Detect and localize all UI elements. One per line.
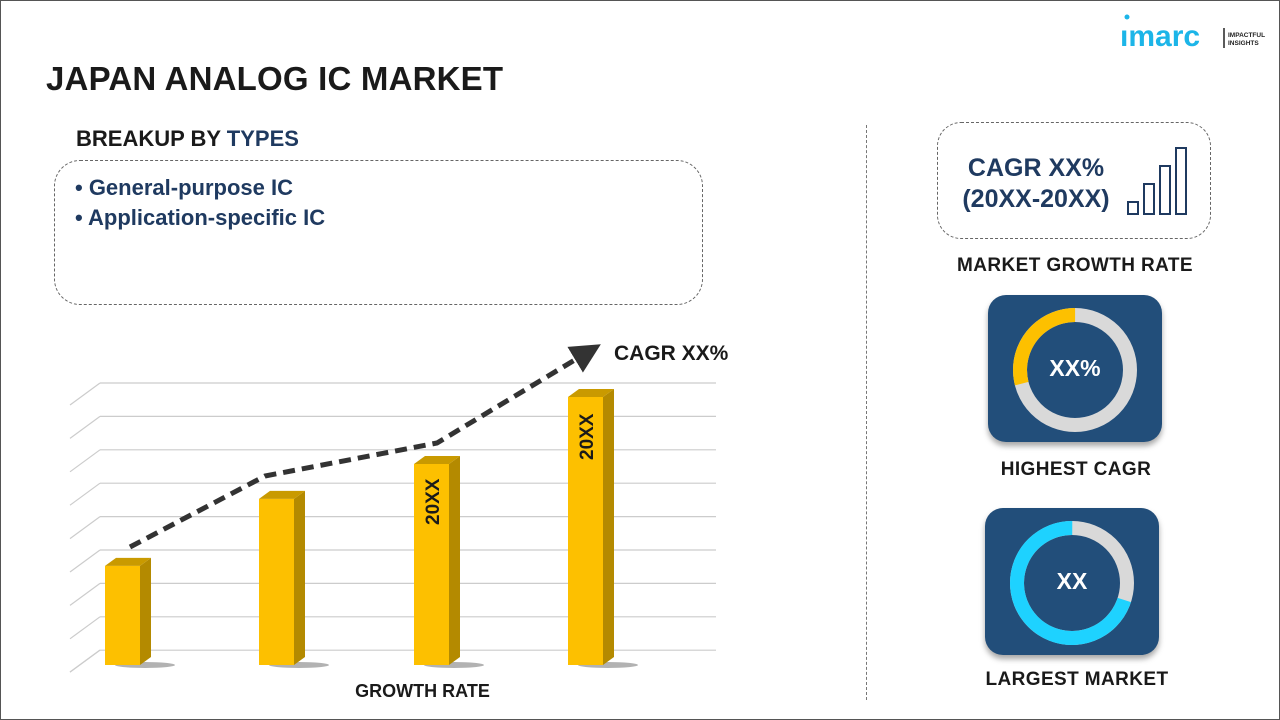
gridline	[69, 415, 101, 439]
gridline	[69, 516, 101, 540]
types-box: • General-purpose IC • Application-speci…	[54, 160, 703, 305]
divider	[866, 125, 867, 700]
growth-chart: 20XX 20XX	[69, 344, 716, 673]
bar	[414, 464, 449, 665]
svg-text:INSIGHTS: INSIGHTS	[1228, 40, 1259, 47]
bar	[568, 397, 603, 665]
bar-top	[414, 456, 460, 464]
bar-label: 20XX	[423, 478, 444, 525]
cagr-period: (20XX-20XX)	[962, 185, 1110, 213]
bar-side	[294, 490, 305, 665]
breakup-heading: BREAKUP BY TYPES	[76, 126, 299, 151]
bar	[259, 498, 294, 665]
gridline	[69, 382, 101, 406]
bar-top	[568, 389, 614, 397]
imarc-logo: ımarc IMPACTFUL INSIGHTS	[1120, 14, 1265, 52]
bar	[105, 565, 140, 665]
highest-cagr-card: XX%	[988, 295, 1162, 442]
gridline	[69, 616, 101, 640]
chart-xlabel: GROWTH RATE	[355, 681, 490, 701]
page-title: JAPAN ANALOG IC MARKET	[46, 60, 504, 97]
svg-text:IMPACTFUL: IMPACTFUL	[1228, 32, 1265, 39]
bar-top	[259, 490, 305, 499]
bar-side	[449, 456, 460, 665]
type-item: • General-purpose IC	[75, 175, 293, 200]
market-growth-label: MARKET GROWTH RATE	[957, 255, 1193, 276]
highest-cagr-label: HIGHEST CAGR	[1000, 459, 1152, 480]
gridline	[69, 549, 101, 573]
cagr-box: CAGR XX% (20XX-20XX)	[937, 122, 1211, 239]
largest-market-value: XX	[1056, 568, 1088, 594]
bar-chart-icon	[1127, 147, 1187, 215]
cagr-value: CAGR XX%	[967, 154, 1105, 182]
trend-line	[128, 344, 601, 550]
largest-market-card: XX	[985, 508, 1159, 655]
gridline	[69, 482, 101, 506]
chart-cagr-label: CAGR XX%	[614, 342, 729, 365]
bar-side	[140, 557, 151, 665]
type-item: • Application-specific IC	[75, 205, 326, 230]
gridline	[69, 649, 101, 673]
gridline	[69, 449, 101, 473]
largest-market-label: LARGEST MARKET	[985, 669, 1169, 690]
bar-side	[603, 389, 614, 665]
svg-text:ımarc: ımarc	[1120, 20, 1200, 52]
bar-top	[105, 557, 151, 566]
highest-cagr-value: XX%	[1049, 355, 1101, 381]
gridline	[69, 582, 101, 606]
bar-label: 20XX	[577, 413, 598, 460]
